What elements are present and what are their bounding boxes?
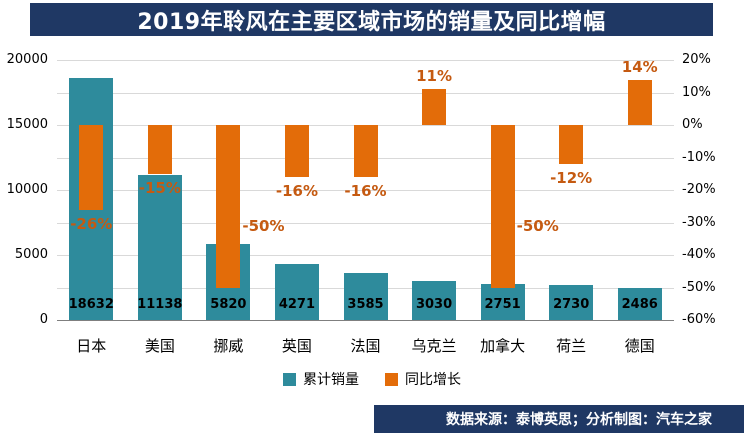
gridline [57, 255, 674, 256]
gridline [57, 190, 674, 191]
sales-value-label: 3585 [347, 297, 384, 312]
growth-bar [422, 89, 447, 125]
sales-value-label: 2751 [484, 297, 521, 312]
right-axis-tick: -20% [682, 182, 716, 197]
sales-bar [274, 264, 319, 320]
right-axis-tick: 0% [682, 117, 703, 132]
sales-bar [617, 287, 662, 320]
sales-value-label: 2730 [553, 297, 590, 312]
chart-title: 2019年聆风在主要区域市场的销量及同比增幅 [137, 9, 606, 35]
growth-bar [559, 125, 584, 164]
growth-value-label: -50% [516, 217, 559, 235]
right-axis-tick: -50% [682, 279, 716, 295]
legend-swatch-growth [385, 372, 398, 386]
legend-swatch-sales [283, 372, 296, 386]
category-label: 法国 [350, 337, 381, 355]
legend-label-growth: 同比增长 [405, 372, 461, 388]
growth-value-label: -26% [70, 214, 113, 233]
left-axis-tick: 20000 [6, 52, 48, 67]
growth-value-label: -50% [242, 217, 285, 235]
growth-bar [490, 125, 515, 288]
category-label: 挪威 [213, 337, 244, 355]
left-axis-tick: 5000 [14, 247, 48, 262]
legend-label-sales: 累计销量 [303, 372, 359, 388]
left-axis-tick: 0 [39, 312, 48, 327]
right-axis-tick: -30% [682, 214, 716, 230]
growth-bar [216, 125, 241, 288]
right-axis-tick: -10% [682, 149, 716, 165]
growth-bar [353, 125, 378, 177]
right-axis-tick: 10% [682, 84, 711, 100]
category-label: 美国 [144, 337, 175, 355]
growth-bar [284, 125, 309, 177]
category-label: 加拿大 [480, 337, 526, 355]
chart-title-bar: 2019年聆风在主要区域市场的销量及同比增幅 [30, 3, 713, 36]
growth-bar [79, 125, 104, 210]
sales-bar [412, 280, 457, 320]
growth-value-label: -15% [138, 178, 181, 197]
sales-bar [480, 284, 525, 320]
sales-bar [549, 284, 594, 320]
category-label: 德国 [624, 337, 655, 355]
sales-value-label: 5820 [210, 297, 247, 312]
growth-value-label: -12% [550, 169, 593, 187]
source-text: 数据来源：泰博英思；分析制图：汽车之家 [446, 412, 712, 428]
growth-value-label: 11% [416, 67, 452, 86]
sales-value-label: 3030 [415, 297, 453, 312]
category-label: 英国 [281, 337, 312, 355]
sales-bar [137, 175, 182, 320]
legend: 累计销量 同比增长 [0, 369, 744, 389]
growth-value-label: -16% [275, 182, 318, 200]
x-axis-line [57, 320, 674, 321]
category-label: 乌克兰 [411, 337, 457, 355]
gridline [57, 92, 674, 94]
sales-value-label: 18632 [68, 297, 114, 312]
left-axis-tick: 10000 [6, 182, 48, 197]
category-label: 日本 [76, 337, 107, 355]
sales-value-label: 11138 [137, 297, 183, 312]
right-axis-tick: 20% [682, 52, 711, 67]
sales-value-label: 4271 [278, 297, 316, 312]
sales-bar [343, 273, 388, 320]
gridline [57, 222, 674, 224]
left-axis-tick: 15000 [6, 117, 48, 132]
growth-bar [147, 125, 172, 174]
right-axis-tick: -60% [682, 312, 716, 327]
sales-value-label: 2486 [621, 297, 658, 312]
growth-value-label: -16% [344, 182, 387, 200]
right-axis-tick: -40% [682, 247, 716, 262]
growth-value-label: 14% [621, 57, 658, 76]
category-label: 荷兰 [556, 337, 587, 355]
growth-bar [627, 79, 652, 125]
source-bar: 数据来源：泰博英思；分析制图：汽车之家 [374, 405, 744, 433]
gridline [57, 60, 674, 61]
